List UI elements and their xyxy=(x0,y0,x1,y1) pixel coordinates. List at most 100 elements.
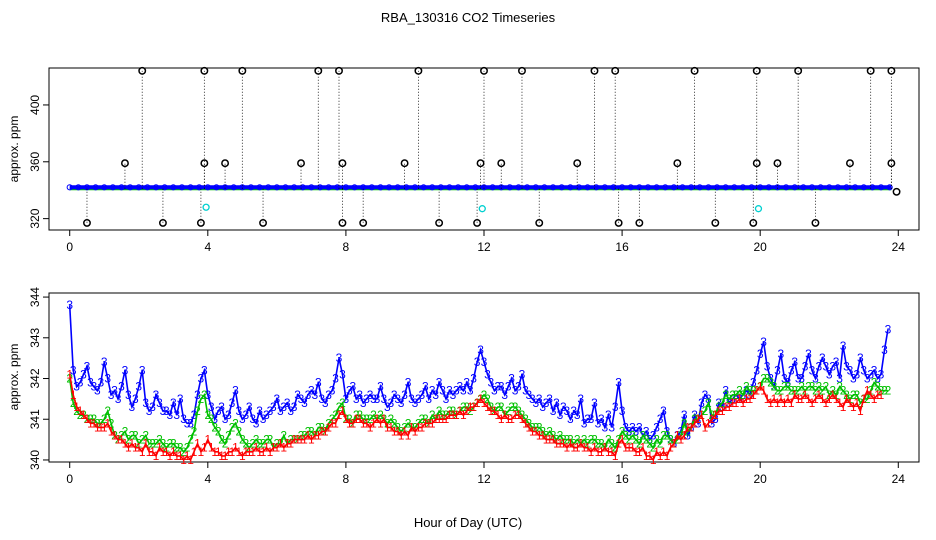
baseline-point xyxy=(826,184,833,191)
baseline-point xyxy=(282,184,289,191)
series-2-marker: 2 xyxy=(353,408,360,422)
baseline-point xyxy=(291,184,298,191)
series-1-marker: 1 xyxy=(360,416,367,430)
baseline-point xyxy=(877,184,885,191)
series-2-marker: 2 xyxy=(674,433,681,447)
series-3-marker: 3 xyxy=(381,392,388,406)
series-3-marker: 3 xyxy=(387,396,394,410)
series-2-marker: 2 xyxy=(657,437,664,451)
series-2-marker: 2 xyxy=(360,412,367,426)
series-3-marker: 3 xyxy=(484,367,491,381)
series-3-marker: 3 xyxy=(443,392,450,406)
series-2-marker: 2 xyxy=(163,441,170,455)
y-tick-label: 360 xyxy=(28,151,42,171)
series-1-marker: 1 xyxy=(515,408,522,422)
series-3-marker: 3 xyxy=(446,384,453,398)
baseline-point xyxy=(636,184,643,191)
baseline-point xyxy=(420,184,427,191)
series-1-marker: 1 xyxy=(325,420,332,434)
series-3-marker: 3 xyxy=(653,420,660,434)
series-1-marker: 1 xyxy=(491,404,498,418)
series-1-marker: 1 xyxy=(653,445,660,459)
series-2-marker: 2 xyxy=(218,433,225,447)
series-2-marker: 2 xyxy=(412,420,419,434)
series-1-marker: 1 xyxy=(864,384,871,398)
x-tick-label: 12 xyxy=(477,240,491,254)
series-2-marker: 2 xyxy=(605,433,612,447)
series-3-marker: 3 xyxy=(477,343,484,357)
series-1-marker: 1 xyxy=(180,453,187,467)
series-1-marker: 1 xyxy=(753,384,760,398)
series-2-marker: 2 xyxy=(108,416,115,430)
baseline-point xyxy=(601,184,608,191)
series-3-marker: 3 xyxy=(66,298,73,312)
baseline-point xyxy=(360,184,367,191)
series-3-marker: 3 xyxy=(277,404,284,418)
series-2-marker: 2 xyxy=(204,408,211,422)
series-3-marker: 3 xyxy=(194,388,201,402)
series-1-marker: 1 xyxy=(639,441,646,455)
series-3-marker: 3 xyxy=(598,412,605,426)
series-3-marker: 3 xyxy=(874,372,881,386)
series-3-marker: 3 xyxy=(425,392,432,406)
series-1-marker: 1 xyxy=(553,437,560,451)
series-3-marker: 3 xyxy=(236,404,243,418)
series-2-marker: 2 xyxy=(881,384,888,398)
series-2-marker: 2 xyxy=(636,437,643,451)
x-tick-label: 0 xyxy=(66,240,73,254)
baseline-point xyxy=(627,184,634,191)
series-1-marker: 1 xyxy=(294,433,301,447)
series-1-marker: 1 xyxy=(308,433,315,447)
baseline-point xyxy=(161,184,168,191)
series-3-marker: 3 xyxy=(802,359,809,373)
baseline-point xyxy=(696,184,703,191)
high-outlier-point xyxy=(314,66,323,75)
baseline-point xyxy=(221,184,229,191)
series-3-marker: 3 xyxy=(574,408,581,422)
mid-outlier-point xyxy=(887,159,896,168)
low-outlier-point xyxy=(158,218,167,227)
series-3-marker: 3 xyxy=(229,396,236,410)
series-1-marker: 1 xyxy=(598,445,605,459)
series-2-marker: 2 xyxy=(746,384,753,398)
baseline-point xyxy=(679,184,686,191)
series-1-marker: 1 xyxy=(263,441,270,455)
series-1-marker: 1 xyxy=(601,441,608,455)
x-tick-label: 24 xyxy=(892,472,906,486)
x-tick-label: 8 xyxy=(343,240,350,254)
series-3-marker: 3 xyxy=(546,392,553,406)
series-2-marker: 2 xyxy=(443,408,450,422)
series-2-marker: 2 xyxy=(201,388,208,402)
series-2-marker: 2 xyxy=(225,429,232,443)
series-3-marker: 3 xyxy=(284,396,291,410)
series-1-marker: 1 xyxy=(584,441,591,455)
series-3-marker: 3 xyxy=(840,339,847,353)
series-1-marker: 1 xyxy=(398,429,405,443)
series-3-line xyxy=(68,305,889,446)
x-tick-label: 12 xyxy=(477,472,491,486)
series-1-marker: 1 xyxy=(881,0,888,3)
series-1-marker: 1 xyxy=(332,416,339,430)
series-3-marker: 3 xyxy=(180,412,187,426)
baseline-point xyxy=(869,184,876,191)
series-1-marker: 1 xyxy=(198,445,205,459)
high-outlier-point xyxy=(752,66,761,75)
series-3-marker: 3 xyxy=(843,359,850,373)
series-2-marker: 2 xyxy=(560,433,567,447)
series-3-marker: 3 xyxy=(470,372,477,386)
series-1-marker: 1 xyxy=(97,420,104,434)
series-1-marker: 1 xyxy=(249,445,256,459)
baseline-point xyxy=(308,184,315,191)
series-3-marker: 3 xyxy=(104,372,111,386)
series-1-marker: 1 xyxy=(142,437,149,451)
series-1-marker: 1 xyxy=(391,424,398,438)
x-tick-label: 16 xyxy=(615,472,629,486)
series-3-marker: 3 xyxy=(650,429,657,443)
low-outlier-point xyxy=(473,218,482,227)
series-2-marker: 2 xyxy=(73,404,80,418)
baseline-point xyxy=(808,184,816,191)
series-1-marker: 1 xyxy=(529,424,536,438)
series-1-marker: 1 xyxy=(795,392,802,406)
series-3-marker: 3 xyxy=(173,408,180,422)
series-2-marker: 2 xyxy=(139,433,146,447)
